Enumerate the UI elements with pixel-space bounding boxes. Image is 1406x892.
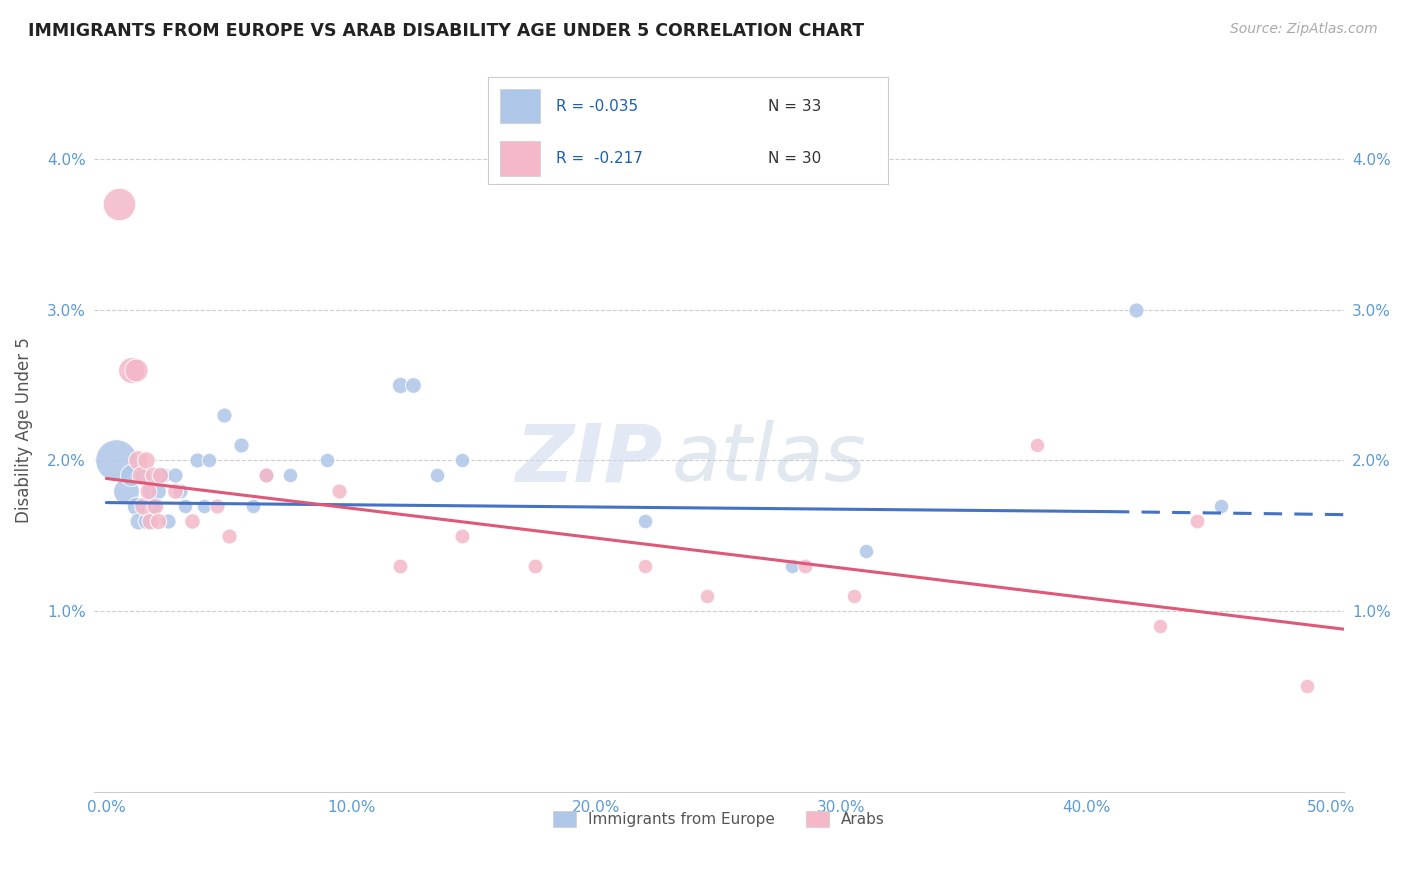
Point [696, 589, 718, 603]
Point [212, 408, 235, 422]
Point [389, 558, 412, 573]
Point [139, 514, 162, 528]
Point [115, 483, 138, 498]
Point [125, 499, 148, 513]
Point [129, 468, 152, 483]
Point [125, 363, 148, 377]
Y-axis label: Disability Age Under 5: Disability Age Under 5 [15, 337, 32, 524]
Point [139, 483, 162, 498]
Point [1125, 302, 1147, 317]
Point [315, 453, 337, 467]
Point [149, 468, 172, 483]
Point [229, 438, 252, 452]
Text: Source: ZipAtlas.com: Source: ZipAtlas.com [1230, 22, 1378, 37]
Point [1185, 514, 1208, 528]
Point [634, 514, 657, 528]
Point [163, 483, 186, 498]
Point [1026, 438, 1049, 452]
Point [401, 378, 423, 392]
Point [450, 529, 472, 543]
Point [127, 514, 149, 528]
Point [328, 483, 350, 498]
Point [254, 468, 277, 483]
Point [135, 514, 157, 528]
Point [855, 544, 877, 558]
Point [198, 453, 221, 467]
Point [152, 468, 174, 483]
Point [389, 378, 412, 392]
Point [450, 453, 472, 467]
Point [634, 558, 657, 573]
Point [136, 483, 159, 498]
Point [793, 558, 815, 573]
Point [254, 468, 277, 483]
Point [105, 453, 128, 467]
Point [132, 499, 155, 513]
Point [181, 514, 204, 528]
Point [156, 514, 179, 528]
Text: IMMIGRANTS FROM EUROPE VS ARAB DISABILITY AGE UNDER 5 CORRELATION CHART: IMMIGRANTS FROM EUROPE VS ARAB DISABILIT… [28, 22, 865, 40]
Point [142, 499, 165, 513]
Point [193, 499, 215, 513]
Point [842, 589, 865, 603]
Point [142, 468, 165, 483]
Point [163, 468, 186, 483]
Point [135, 453, 157, 467]
Point [242, 499, 264, 513]
Legend: Immigrants from Europe, Arabs: Immigrants from Europe, Arabs [546, 804, 893, 835]
Point [146, 483, 169, 498]
Point [173, 499, 195, 513]
Point [120, 468, 142, 483]
Point [169, 483, 191, 498]
Point [1296, 680, 1319, 694]
Point [278, 468, 301, 483]
Point [1211, 499, 1233, 513]
Point [127, 453, 149, 467]
Point [1149, 619, 1171, 633]
Point [143, 499, 166, 513]
Point [205, 499, 228, 513]
Point [426, 468, 449, 483]
Point [782, 558, 804, 573]
Point [120, 363, 142, 377]
Point [132, 468, 155, 483]
Text: atlas: atlas [672, 420, 866, 498]
Point [146, 514, 169, 528]
Point [524, 558, 547, 573]
Point [186, 453, 208, 467]
Point [218, 529, 240, 543]
Text: ZIP: ZIP [516, 420, 662, 498]
Point [107, 197, 129, 211]
